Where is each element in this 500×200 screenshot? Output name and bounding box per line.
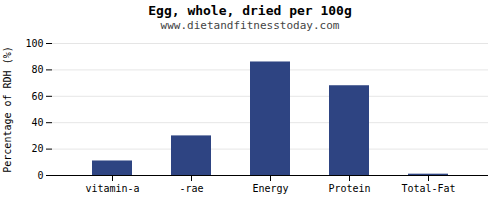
svg-text:20: 20	[31, 143, 43, 154]
svg-text:Percentage of RDH (%): Percentage of RDH (%)	[2, 46, 13, 172]
svg-text:40: 40	[31, 117, 43, 128]
svg-text:Protein: Protein	[328, 183, 370, 194]
svg-text:80: 80	[31, 64, 43, 75]
svg-text:vitamin-a: vitamin-a	[85, 183, 139, 194]
html-text:www.dietandfitnesstoday.com: www.dietandfitnesstoday.com	[160, 19, 340, 32]
svg-text:Total-Fat: Total-Fat	[401, 183, 455, 194]
svg-text:Energy: Energy	[252, 183, 288, 194]
svg-text:60: 60	[31, 91, 43, 102]
html-text:Egg, whole, dried per 100g: Egg, whole, dried per 100g	[148, 3, 352, 18]
svg-text:100: 100	[25, 38, 43, 49]
svg-text:-rae: -rae	[179, 183, 203, 194]
svg-text:0: 0	[37, 170, 43, 181]
